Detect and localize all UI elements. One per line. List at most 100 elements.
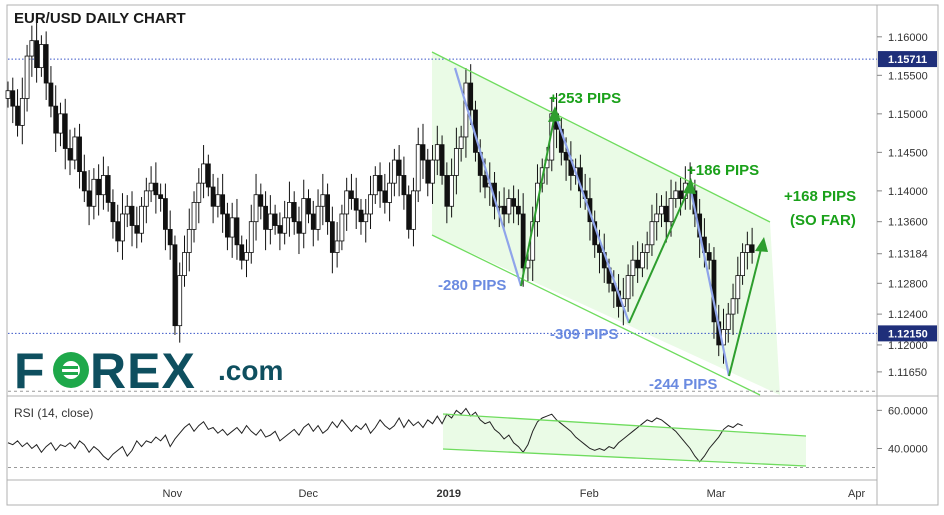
candle-body	[67, 148, 73, 161]
swing-down-2	[553, 113, 631, 324]
candle-body	[34, 40, 40, 69]
candle-body	[458, 136, 464, 149]
price-tick-label: 1.16000	[888, 32, 928, 44]
candle-body	[196, 182, 202, 203]
candle-body	[186, 228, 192, 253]
candle-body	[248, 221, 254, 253]
price-tick-label: 1.14500	[888, 147, 928, 159]
rsi-channel-upper	[442, 413, 807, 437]
candle-body	[267, 213, 273, 230]
price-tick-label: 1.12400	[888, 309, 928, 321]
candle-body	[740, 252, 745, 277]
candle-body	[48, 82, 54, 107]
swing-lines	[453, 67, 768, 377]
swing-up-3	[728, 244, 763, 377]
candle-body	[349, 190, 354, 199]
candle-body	[706, 252, 712, 261]
price-tick-label: 1.15000	[888, 109, 928, 121]
candle-body	[153, 182, 159, 196]
candle-body	[10, 90, 16, 107]
price-tick-label: 1.12000	[888, 340, 928, 352]
logo-letter-f: F	[14, 343, 46, 399]
candle-body	[644, 244, 650, 253]
candle-body	[334, 240, 340, 253]
candle-body	[425, 159, 431, 184]
candle-body	[38, 44, 44, 69]
candle-body	[29, 40, 35, 57]
candle-body	[143, 190, 149, 207]
candle-body	[310, 213, 316, 230]
annotation-plus-253: +253 PIPS	[549, 90, 621, 107]
candle-body	[640, 252, 645, 269]
candle-body	[182, 252, 187, 277]
candle-body	[625, 275, 631, 300]
candle-body	[101, 175, 106, 196]
candle-body	[5, 90, 11, 99]
candle-body	[439, 144, 445, 176]
candle-body	[177, 275, 183, 327]
candle-body	[329, 221, 335, 253]
candle-body	[663, 205, 669, 223]
forex-logo: F REX .com	[14, 343, 283, 399]
candle-body	[468, 82, 474, 111]
candle-body	[258, 194, 264, 207]
candle-body	[263, 205, 268, 230]
rsi-channel-lower	[442, 448, 807, 467]
level-label-box	[878, 51, 937, 68]
candle-body	[225, 213, 230, 238]
channel-upper-line	[431, 51, 771, 223]
candle-body	[372, 175, 378, 196]
candle-body	[678, 190, 683, 199]
candle-body	[735, 275, 741, 300]
candle-body	[401, 175, 407, 196]
candle-body	[148, 182, 154, 192]
candle-body	[630, 259, 636, 277]
candle-body	[434, 144, 440, 161]
candle-body	[110, 202, 116, 223]
annotation-minus-309: -309 PIPS	[550, 326, 618, 343]
candle-body	[134, 225, 140, 234]
candles-layer	[5, 21, 755, 364]
candle-body	[191, 202, 197, 230]
candle-body	[205, 163, 211, 188]
candle-body	[215, 194, 221, 207]
candle-body	[291, 202, 297, 223]
candle-body	[725, 313, 731, 330]
candle-body	[124, 205, 130, 215]
candle-body	[43, 44, 49, 84]
candle-body	[515, 205, 521, 215]
logo-letters-rex: REX	[90, 343, 196, 399]
candle-body	[210, 186, 216, 207]
candle-body	[253, 194, 259, 223]
time-tick-label: Nov	[163, 488, 183, 500]
channel-lower-line	[431, 234, 761, 396]
candle-body	[301, 198, 307, 234]
candle-body	[172, 244, 178, 327]
candle-body	[287, 202, 292, 219]
candle-body	[387, 182, 393, 203]
candle-body	[520, 213, 526, 269]
time-tick-label: 2019	[437, 488, 461, 500]
candle-body	[315, 205, 321, 230]
candle-body	[320, 194, 326, 207]
price-tick-label: 1.11650	[888, 367, 927, 379]
candle-body	[391, 159, 397, 184]
level-label: 1.15711	[888, 54, 927, 66]
candle-body	[430, 159, 435, 184]
price-tick-label: 1.13184	[888, 249, 928, 261]
candle-body	[744, 244, 750, 253]
candle-body	[239, 244, 245, 261]
channel-fill	[432, 52, 780, 395]
candle-body	[15, 105, 20, 126]
annotation-minus-244: -244 PIPS	[649, 376, 717, 393]
candle-body	[363, 213, 369, 223]
price-tick-label: 1.14000	[888, 186, 928, 198]
candle-body	[167, 228, 173, 246]
candle-body	[635, 259, 641, 269]
candle-body	[506, 198, 512, 215]
candle-body	[673, 190, 679, 199]
candle-body	[501, 205, 507, 215]
candle-body	[19, 98, 25, 126]
logo-o-icon	[53, 352, 89, 388]
